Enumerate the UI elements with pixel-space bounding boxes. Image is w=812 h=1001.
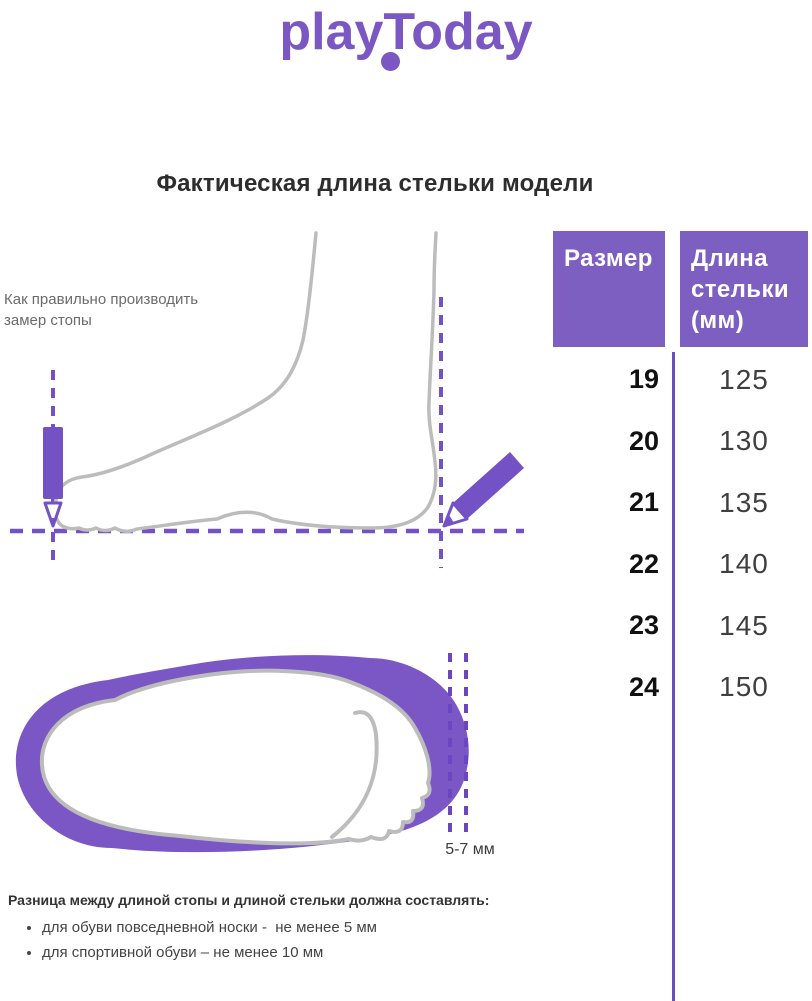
table-row: 21 135 xyxy=(553,472,808,534)
difference-note-bullet: для обуви повседневной носки - не менее … xyxy=(42,915,568,940)
size-value: 21 xyxy=(628,487,659,518)
size-table-rows: 19 125 20 130 21 135 22 140 23 145 24 15… xyxy=(553,349,808,718)
table-header-insole-length: Длина стельки (мм) xyxy=(680,231,808,347)
size-value: 19 xyxy=(628,364,659,395)
measure-instruction-line1: Как правильно производить xyxy=(4,291,199,308)
pencil-right-icon xyxy=(442,452,524,528)
table-row: 20 130 xyxy=(553,411,808,473)
difference-note-heading: Разница между длиной стопы и длиной стел… xyxy=(8,892,490,908)
size-value: 24 xyxy=(628,671,659,702)
difference-note: Разница между длиной стопы и длиной стел… xyxy=(8,891,568,965)
size-value: 23 xyxy=(628,610,659,641)
table-column-divider xyxy=(672,352,675,1001)
size-value: 20 xyxy=(628,425,659,456)
measure-instruction: Как правильно производить замер стопы xyxy=(4,289,198,331)
gap-label: 5-7 мм xyxy=(445,841,495,858)
length-value: 130 xyxy=(719,425,769,457)
foot-outline xyxy=(53,231,438,533)
table-row: 23 145 xyxy=(553,595,808,657)
difference-note-list: для обуви повседневной носки - не менее … xyxy=(8,915,568,965)
table-row: 22 140 xyxy=(553,534,808,596)
table-row: 19 125 xyxy=(553,349,808,411)
foot-measurement-diagram xyxy=(10,231,524,568)
brand-logo-text: playToday xyxy=(279,3,533,61)
footprint-outline xyxy=(39,668,432,846)
table-row: 24 150 xyxy=(553,657,808,719)
length-value: 150 xyxy=(719,671,769,703)
length-value: 135 xyxy=(719,486,769,518)
size-value: 22 xyxy=(628,548,659,579)
length-value: 125 xyxy=(719,363,769,395)
table-header-size: Размер xyxy=(553,231,665,347)
insole-footprint-diagram xyxy=(15,653,469,853)
difference-note-bullet: для спортивной обуви – не менее 10 мм xyxy=(42,940,568,965)
length-value: 140 xyxy=(719,548,769,580)
page-title: Фактическая длина стельки модели xyxy=(156,170,594,197)
pencil-left-icon xyxy=(43,427,63,528)
measure-instruction-line2: замер стопы xyxy=(4,312,92,329)
brand-logo: playToday xyxy=(0,2,812,71)
length-value: 145 xyxy=(719,609,769,641)
brand-logo-dot-icon xyxy=(381,52,400,71)
toe-crease-line xyxy=(330,710,379,839)
